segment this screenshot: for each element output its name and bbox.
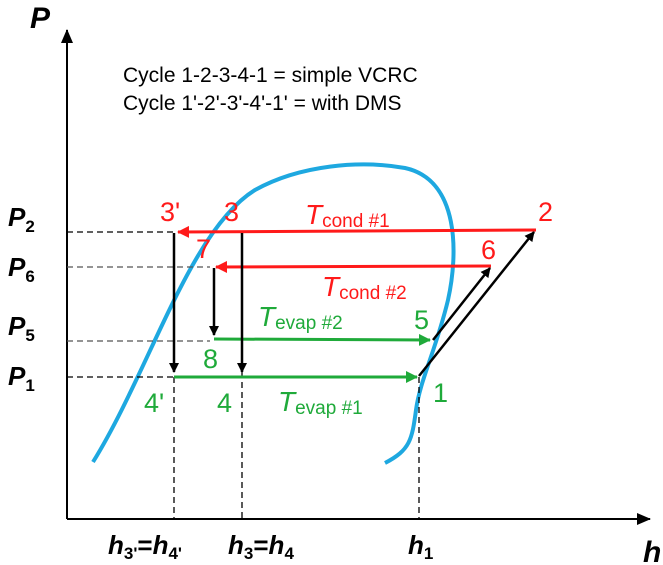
point-6: 6: [481, 235, 496, 265]
label-p5: P5: [8, 311, 35, 345]
label-h3-h4: h3=h4: [228, 530, 294, 563]
label-t-cond-2: Tcond #2: [322, 271, 407, 304]
legend-line-2: Cycle 1'-2'-3'-4'-1' = with DMS: [123, 92, 402, 115]
compressor-5-6: [432, 267, 491, 341]
label-p1: P1: [8, 361, 35, 395]
condenser-line-2: [215, 260, 492, 273]
point-1: 1: [433, 378, 448, 408]
label-t-cond-1: Tcond #1: [305, 199, 390, 232]
point-8: 8: [203, 344, 218, 374]
point-5: 5: [414, 305, 429, 335]
point-2: 2: [538, 197, 553, 227]
label-t-evap-2: Tevap #2: [258, 301, 343, 334]
y-axis-title: P: [30, 2, 51, 35]
label-p2: P2: [8, 202, 35, 236]
point-3: 3: [224, 197, 239, 227]
label-p6: P6: [8, 252, 35, 286]
compressor-1-2: [418, 231, 535, 377]
legend-line-1: Cycle 1-2-3-4-1 = simple VCRC: [123, 64, 418, 87]
label-h1: h1: [408, 530, 433, 563]
x-axis-title: h: [643, 536, 661, 565]
point-3prime: 3': [160, 197, 180, 227]
point-4: 4: [217, 388, 232, 418]
point-4prime: 4': [144, 388, 164, 418]
evaporator-line-2: [213, 333, 431, 346]
saturation-dome: [91, 162, 456, 465]
point-7: 7: [196, 234, 211, 264]
condenser-line-1: [177, 225, 537, 238]
label-h3prime-h4prime: h3'=h4': [108, 530, 182, 563]
label-t-evap-1: Tevap #1: [278, 386, 363, 419]
